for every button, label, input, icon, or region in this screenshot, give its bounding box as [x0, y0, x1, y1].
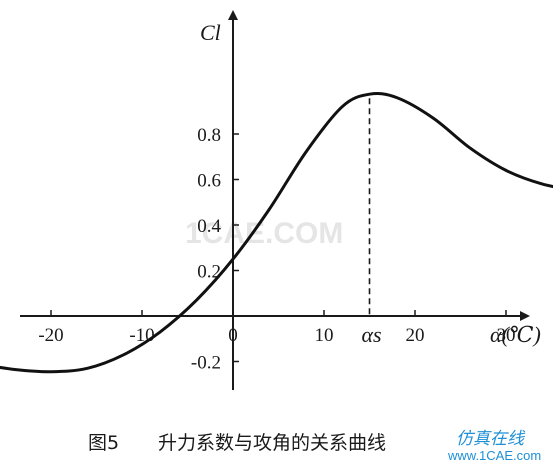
y-tick-label: -0.2 [191, 353, 221, 374]
watermark-text: 1CAE.COM [185, 217, 343, 250]
y-tick-label: 0.8 [197, 125, 221, 146]
figure-caption-label: 图5 [88, 432, 119, 454]
x-tick-label: 20 [406, 325, 425, 346]
x-tick-label: 10 [315, 325, 334, 346]
y-axis-label: Cl [200, 20, 221, 45]
stall-angle-label: αs [362, 322, 382, 347]
x-tick-label: 0 [228, 325, 238, 346]
x-ticks: -30-20-10010203040 [38, 310, 516, 346]
logo-chinese-text: 仿真在线 [456, 429, 526, 449]
y-tick-label: 0.4 [197, 216, 221, 237]
y-ticks: -0.2 0.2 0.4 0.6 0.8 [191, 125, 239, 374]
series-line-lift-curve [0, 92, 553, 374]
x-axis-label: α(℃) [490, 322, 541, 347]
x-tick-label: -20 [38, 325, 63, 346]
y-tick-label: 0.2 [197, 262, 221, 283]
x-tick-label: 30 [497, 325, 516, 346]
logo-url-text: www.1CAE.com [447, 448, 541, 463]
y-tick-label: 0.6 [197, 171, 221, 192]
figure-caption-text: 升力系数与攻角的关系曲线 [158, 432, 386, 454]
